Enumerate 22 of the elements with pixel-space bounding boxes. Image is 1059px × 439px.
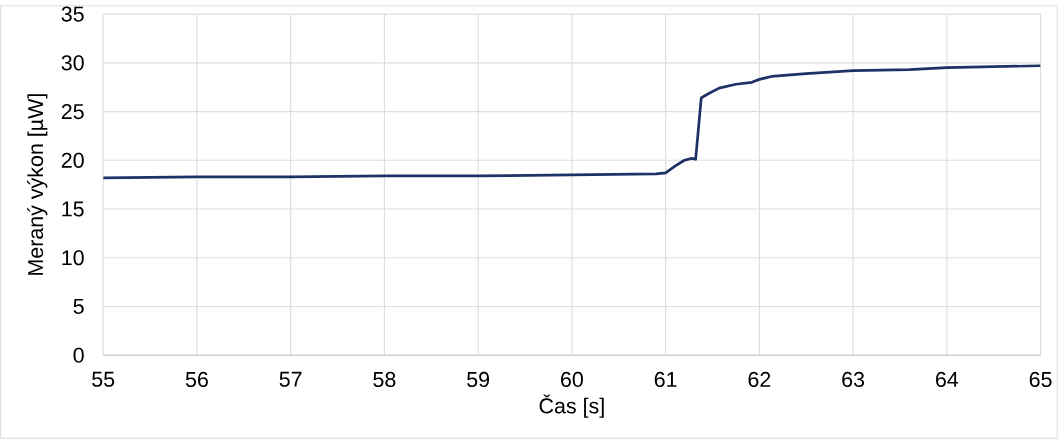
y-tick-label: 25 [61, 103, 84, 120]
y-tick-label: 0 [73, 347, 84, 363]
x-tick-label: 59 [467, 371, 490, 388]
x-tick-label: 62 [748, 371, 771, 388]
x-tick-label: 60 [561, 371, 583, 388]
y-axis-title: Meraný výkon [µW] [27, 94, 48, 275]
y-tick-label: 15 [62, 201, 84, 217]
x-tick-label: 56 [185, 371, 208, 388]
x-tick-label: 57 [279, 371, 302, 387]
x-tick-label: 58 [373, 371, 396, 388]
y-tick-label: 10 [62, 250, 84, 266]
line-series [103, 64, 1041, 180]
x-tick-label: 55 [92, 371, 115, 387]
y-tick-label: 35 [61, 6, 84, 22]
y-tick-label: 30 [61, 55, 84, 71]
y-tick-label: 5 [73, 299, 84, 314]
x-tick-label: 61 [654, 371, 677, 388]
x-tick-label: 65 [1029, 371, 1052, 388]
x-tick-label: 64 [936, 371, 959, 388]
x-tick-label: 63 [842, 371, 865, 388]
y-tick-label: 20 [61, 152, 84, 168]
x-axis-title: Čas [s] [539, 394, 604, 418]
